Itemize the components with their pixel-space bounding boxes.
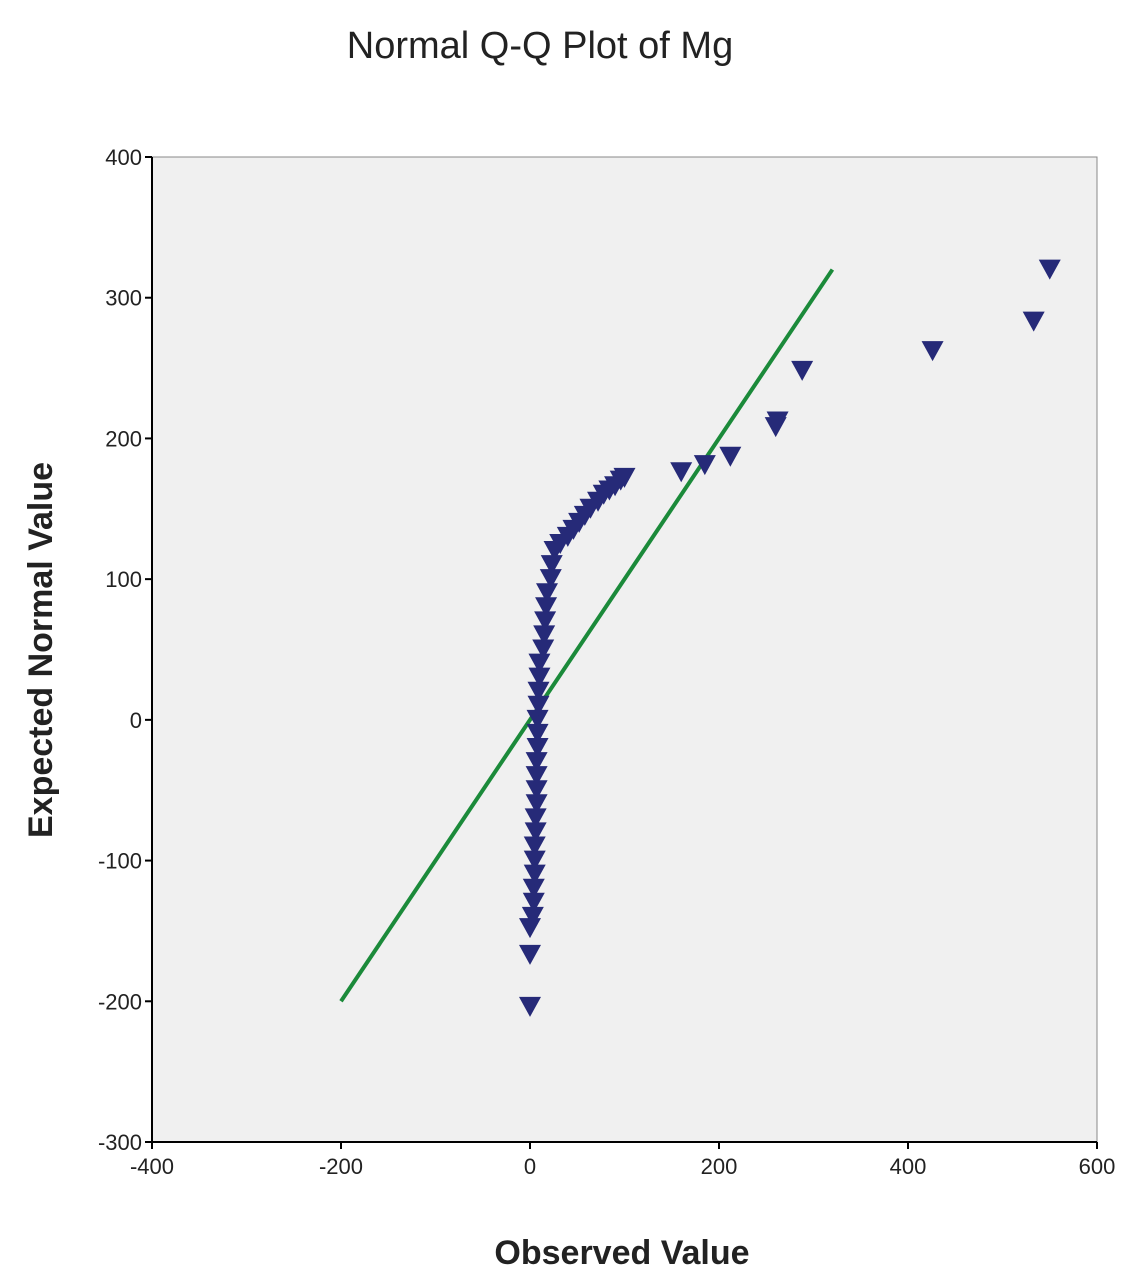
point — [523, 864, 546, 885]
x-tick-label: 0 — [524, 1154, 536, 1179]
point — [1022, 311, 1045, 332]
point — [525, 752, 548, 773]
point — [921, 341, 944, 362]
y-tick-label: 300 — [105, 286, 142, 311]
point — [526, 723, 549, 744]
point — [1038, 259, 1061, 280]
point — [523, 850, 546, 871]
plot-area — [151, 156, 1098, 1143]
x-tick-label: 400 — [890, 1154, 927, 1179]
reference-line — [339, 268, 835, 1003]
y-tick-label: 0 — [130, 708, 142, 733]
point — [533, 625, 556, 646]
point — [519, 944, 541, 965]
point — [539, 569, 562, 590]
y-tick-label: -300 — [98, 1130, 142, 1155]
point — [524, 822, 547, 843]
y-tick-label: -100 — [98, 849, 142, 874]
point — [524, 808, 547, 829]
point — [791, 360, 814, 381]
y-axis-label: Expected Normal Value — [22, 462, 60, 838]
x-tick-label: 600 — [1079, 1154, 1116, 1179]
point — [532, 639, 555, 660]
point — [523, 836, 546, 857]
point — [526, 738, 549, 758]
point — [527, 681, 550, 702]
chart-title: Normal Q-Q Plot of Mg — [347, 25, 733, 67]
point — [521, 906, 544, 927]
point — [534, 611, 557, 632]
point — [519, 918, 541, 939]
point — [670, 462, 693, 483]
y-tick-label: -200 — [98, 989, 142, 1014]
point — [693, 455, 716, 476]
point — [540, 555, 563, 576]
y-tick-label: 400 — [105, 145, 142, 170]
point — [526, 709, 549, 730]
point — [527, 695, 550, 716]
x-tick-label: -400 — [130, 1154, 174, 1179]
point — [528, 653, 551, 674]
y-tick-label: 200 — [105, 426, 142, 451]
point — [536, 583, 559, 604]
point — [766, 411, 789, 432]
point — [719, 446, 742, 467]
point — [528, 667, 551, 688]
point — [525, 780, 548, 801]
point — [522, 878, 545, 899]
point — [525, 794, 548, 815]
x-axis-label: Observed Value — [494, 1234, 749, 1272]
x-tick-label: 200 — [701, 1154, 738, 1179]
point — [613, 467, 636, 488]
y-tick-label: 100 — [105, 567, 142, 592]
point — [519, 996, 541, 1017]
x-tick-label: -200 — [319, 1154, 363, 1179]
point — [522, 892, 545, 913]
point — [535, 597, 558, 618]
point — [525, 766, 548, 787]
